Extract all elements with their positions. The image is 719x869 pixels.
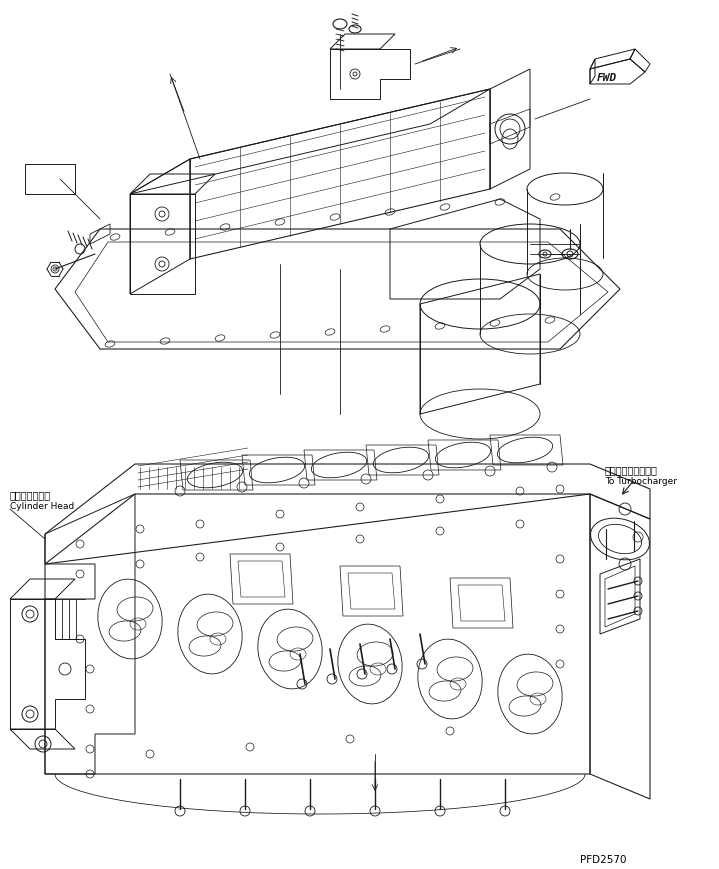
Text: ターボチャージャヘ: ターボチャージャヘ	[605, 464, 658, 474]
Text: Cylinder Head: Cylinder Head	[10, 501, 74, 510]
Text: シリンダヘッド: シリンダヘッド	[10, 489, 51, 500]
Text: To Turbocharger: To Turbocharger	[605, 476, 677, 486]
Text: FWD: FWD	[597, 73, 617, 83]
Text: PFD2570: PFD2570	[580, 854, 626, 864]
